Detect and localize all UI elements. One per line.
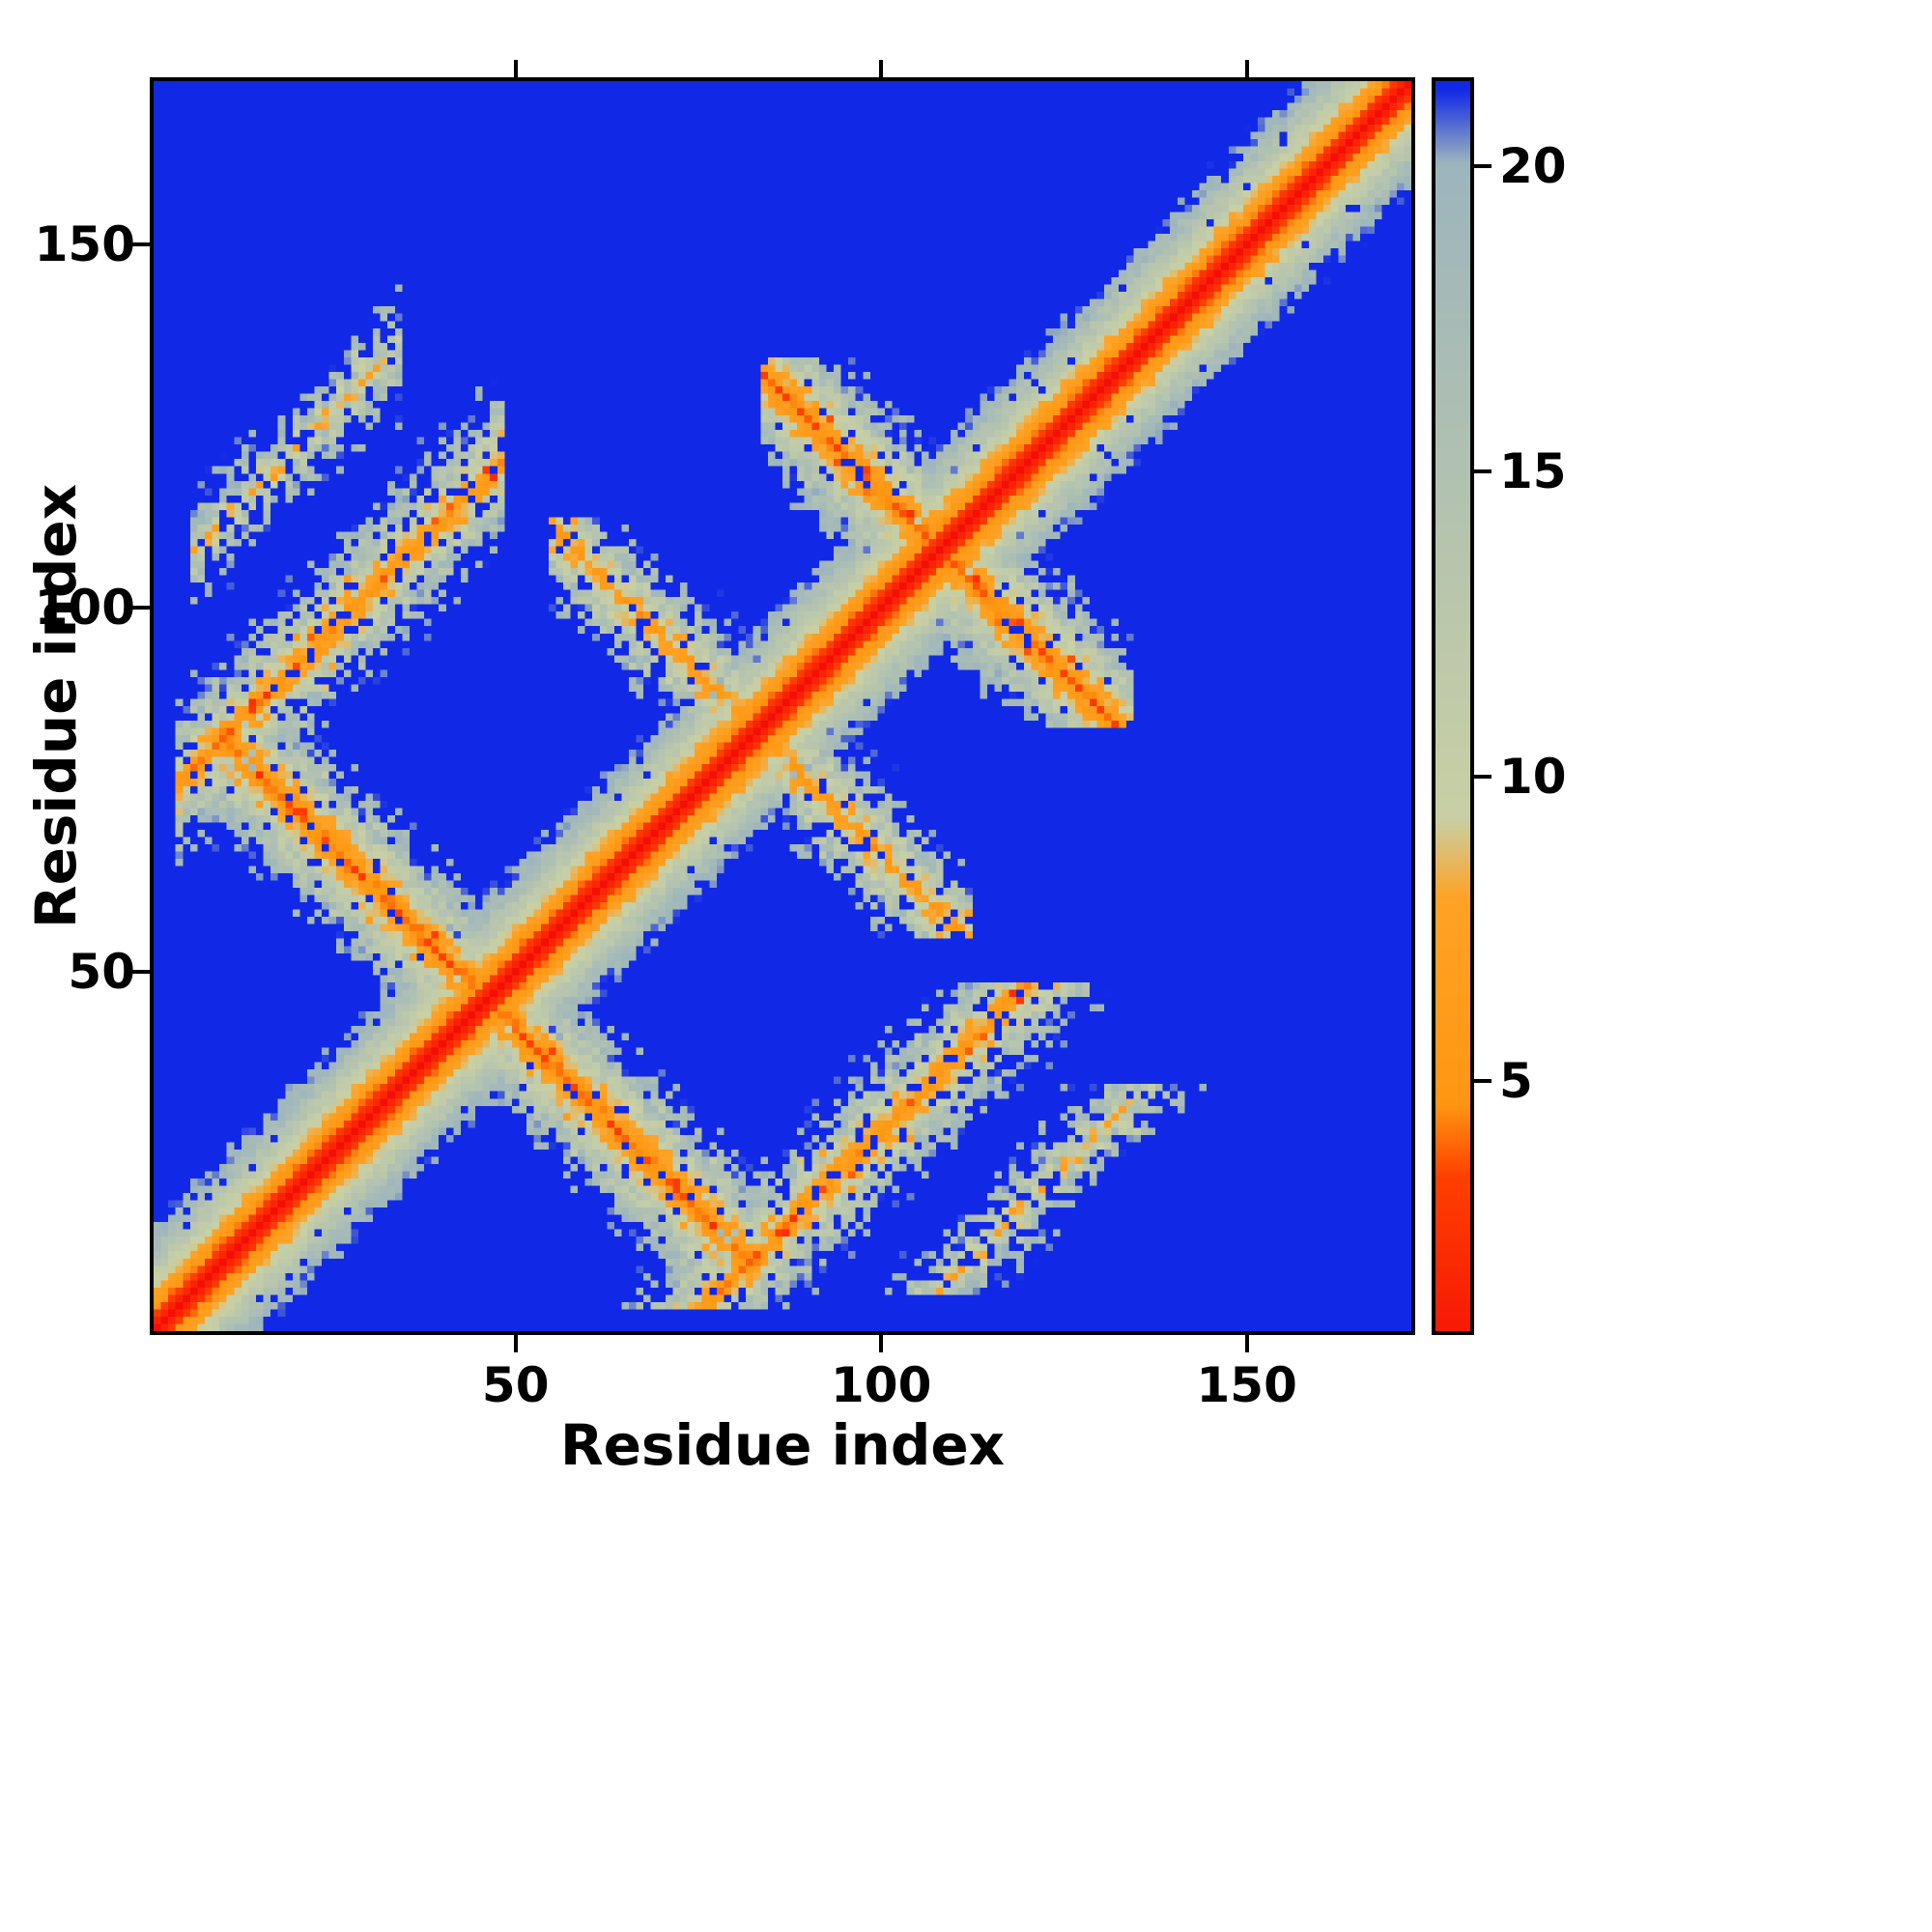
- x-tick-label: 150: [1196, 1357, 1297, 1413]
- y-tick-mark: [132, 969, 150, 974]
- colorbar: [1432, 77, 1474, 1335]
- colorbar-tick-label: 5: [1499, 1053, 1533, 1110]
- colorbar-tick-mark: [1474, 164, 1492, 169]
- x-tick-label: 50: [481, 1357, 550, 1413]
- x-tick-mark: [513, 1335, 518, 1352]
- y-tick-label: 50: [68, 943, 135, 1000]
- colorbar-canvas: [1435, 81, 1470, 1331]
- x-tick-label: 100: [831, 1357, 932, 1413]
- x-tick-mark: [1244, 1335, 1249, 1352]
- y-tick-mark: [132, 242, 150, 247]
- x-tick-mark-top: [513, 60, 518, 77]
- x-tick-mark-top: [1244, 60, 1249, 77]
- x-tick-mark: [879, 1335, 884, 1352]
- heatmap-plot-area: [150, 77, 1415, 1335]
- x-axis-label: Residue index: [559, 1412, 1006, 1478]
- colorbar-tick-label: 10: [1499, 748, 1567, 805]
- heatmap-canvas: [154, 81, 1411, 1331]
- y-axis-label: Residue index: [23, 483, 89, 929]
- colorbar-tick-mark: [1474, 774, 1492, 779]
- y-tick-label: 100: [34, 580, 135, 637]
- colorbar-tick-mark: [1474, 1079, 1492, 1084]
- y-tick-label: 150: [34, 216, 135, 273]
- colorbar-tick-mark: [1474, 469, 1492, 473]
- y-tick-mark: [132, 606, 150, 611]
- x-tick-mark-top: [879, 60, 884, 77]
- colorbar-tick-label: 20: [1499, 138, 1567, 195]
- colorbar-tick-label: 15: [1499, 442, 1567, 499]
